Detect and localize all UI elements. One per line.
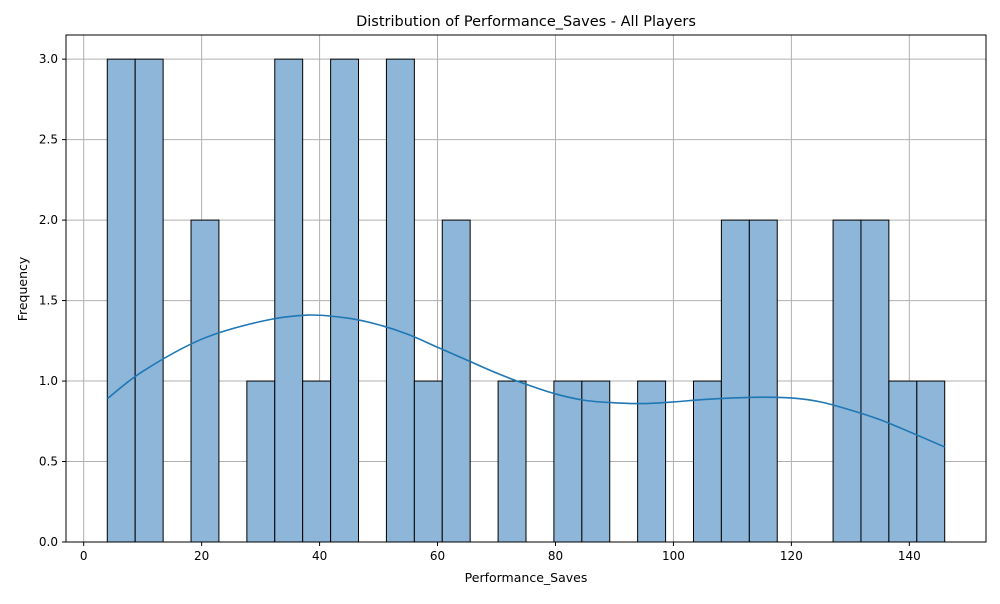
x-tick-label: 120 [780, 549, 803, 563]
histogram-bar [497, 380, 527, 543]
x-tick-label: 0 [80, 549, 88, 563]
y-tick-label: 1.5 [39, 294, 58, 308]
histogram-bar [274, 58, 304, 543]
x-tick-label: 80 [548, 549, 563, 563]
histogram-bar [637, 380, 667, 543]
ticks-layer: 0 20 40 60 80 100 120 140 0.0 0.5 1.0 1.5 2.0 2.5 3.0 [39, 52, 921, 563]
y-tick-label: 1.0 [39, 374, 58, 388]
kde-curve [106, 314, 946, 448]
histogram-bar [441, 219, 471, 543]
y-tick-label: 2.5 [39, 133, 58, 147]
y-tick-label: 3.0 [39, 52, 58, 66]
x-axis-label: Performance_Saves [465, 570, 588, 585]
x-tick-label: 60 [430, 549, 445, 563]
histogram-bar [246, 380, 276, 543]
histogram-bar [832, 219, 862, 543]
histogram-bar [581, 380, 611, 543]
histogram-bar [888, 380, 918, 543]
plot-frame [65, 34, 987, 543]
histogram-bar [106, 58, 136, 543]
histogram-bar [916, 380, 946, 543]
x-tick-label: 20 [194, 549, 209, 563]
histogram-bar [860, 219, 890, 543]
histogram-bar [134, 58, 164, 543]
histogram-bar [190, 219, 220, 543]
bars-layer [106, 58, 946, 543]
histogram-bar [385, 58, 415, 543]
y-tick-label: 0.0 [39, 535, 58, 549]
histogram-bar [553, 380, 583, 543]
histogram-bar [692, 380, 722, 543]
histogram-bar [720, 219, 750, 543]
chart-title: Distribution of Performance_Saves - All … [356, 14, 696, 30]
y-axis-label: Frequency [15, 256, 30, 321]
histogram-bar [330, 58, 360, 543]
x-tick-label: 100 [662, 549, 685, 563]
histogram-bar [748, 219, 778, 543]
histogram-bar [302, 380, 332, 543]
x-tick-label: 40 [312, 549, 327, 563]
y-tick-label: 2.0 [39, 213, 58, 227]
x-tick-label: 140 [898, 549, 921, 563]
kde-layer [106, 314, 946, 448]
histogram-bar [413, 380, 443, 543]
y-tick-label: 0.5 [39, 455, 58, 469]
